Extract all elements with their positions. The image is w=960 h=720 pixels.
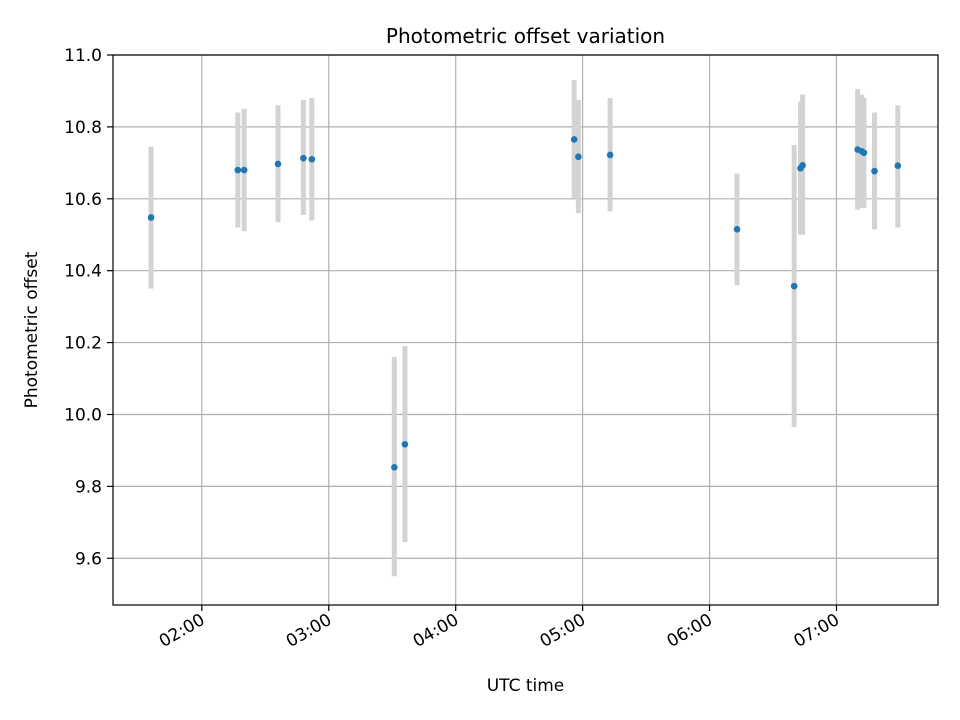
y-tick-label: 10.4 — [64, 262, 102, 282]
data-point — [575, 153, 582, 161]
y-tick-label: 10.0 — [64, 405, 102, 425]
plot-area-frame — [112, 54, 939, 606]
data-point — [308, 155, 316, 163]
y-tick-label: 10.8 — [64, 118, 102, 138]
data-point — [274, 160, 282, 168]
data-point — [234, 166, 242, 174]
chart-title: Photometric offset variation — [386, 24, 665, 48]
y-axis-title: Photometric offset — [22, 251, 42, 408]
data-point — [147, 214, 155, 221]
data-point — [871, 167, 878, 175]
data-point — [391, 464, 398, 471]
data-point — [790, 282, 798, 290]
y-tick-label: 9.6 — [75, 549, 102, 569]
data-points — [147, 136, 902, 471]
data-point — [570, 136, 578, 143]
y-axis: 9.6 9.8 10.0 10.2 10.4 10.6 10.8 11.0 — [64, 46, 113, 569]
data-point — [733, 226, 741, 233]
y-tick-label: 11.0 — [64, 46, 102, 66]
data-point — [300, 154, 307, 162]
y-tick-label: 10.6 — [64, 190, 102, 210]
x-axis-title: UTC time — [487, 676, 565, 696]
data-point — [799, 162, 806, 169]
data-point — [401, 441, 409, 448]
data-point — [240, 166, 248, 174]
data-point — [894, 162, 902, 170]
data-point — [606, 151, 614, 159]
y-tick-label: 9.8 — [75, 477, 102, 497]
y-tick-label: 10.2 — [64, 334, 102, 354]
data-point — [860, 149, 868, 157]
